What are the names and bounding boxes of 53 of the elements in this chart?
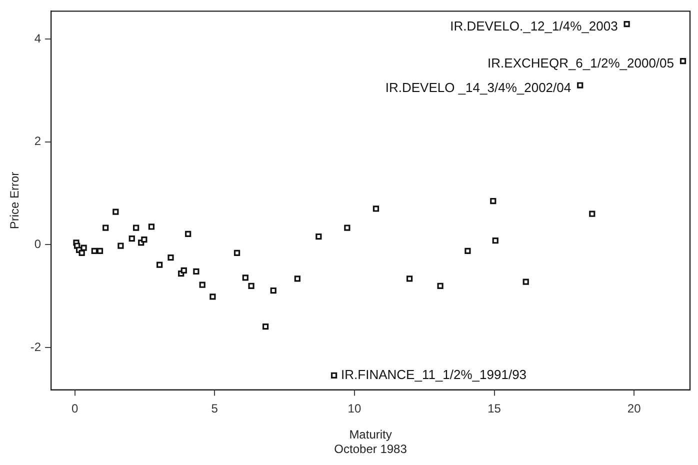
point <box>234 250 240 256</box>
point <box>316 233 322 240</box>
annotation: IR.EXCHEQR_6_1/2%_2000/05 <box>488 56 674 71</box>
point <box>294 276 300 282</box>
point <box>344 224 350 231</box>
x-tick-label: 5 <box>211 401 218 416</box>
point <box>464 248 471 254</box>
x-axis-title: Maturity October 1983 <box>334 428 408 456</box>
point <box>248 282 254 289</box>
point <box>210 294 216 300</box>
y-axis-title: Price Error <box>8 172 22 230</box>
point <box>490 198 496 204</box>
point <box>112 208 119 215</box>
annotation: IR.DEVELO _14_3/4%_2002/04 <box>385 80 572 95</box>
point <box>133 224 140 231</box>
point <box>96 248 104 254</box>
point <box>262 323 269 330</box>
y-tick-label: -2 <box>30 340 42 354</box>
point <box>577 82 584 88</box>
x-tick-label: 15 <box>488 401 502 416</box>
y-tick-label: 2 <box>34 134 42 148</box>
point <box>80 244 87 251</box>
point <box>624 21 630 28</box>
point <box>406 276 413 282</box>
point <box>589 210 596 217</box>
point <box>680 58 686 64</box>
annotation: IR.FINANCE_11_1/2%_1991/93 <box>341 366 527 382</box>
point <box>148 224 155 230</box>
point <box>168 254 174 261</box>
annotation: IR.DEVELO._12_1/4%_2003 <box>450 18 618 34</box>
x-tick-label: 10 <box>348 401 362 416</box>
point <box>102 224 109 231</box>
y-tick-label: 4 <box>34 31 42 46</box>
point <box>193 268 200 275</box>
point <box>199 282 206 288</box>
point <box>180 267 187 274</box>
point <box>78 250 85 256</box>
point <box>156 262 163 268</box>
point <box>185 230 192 237</box>
point <box>492 238 498 244</box>
point <box>330 372 338 378</box>
point <box>118 242 124 249</box>
x-tick-label: 20 <box>627 401 642 416</box>
x-tick-label: 0 <box>71 401 78 416</box>
point <box>372 206 380 212</box>
point <box>270 287 276 294</box>
point <box>141 236 148 243</box>
point <box>522 278 529 285</box>
point <box>437 282 444 289</box>
point <box>242 274 248 281</box>
y-tick-label: 0 <box>34 237 42 252</box>
point <box>91 248 98 254</box>
point <box>128 236 135 242</box>
